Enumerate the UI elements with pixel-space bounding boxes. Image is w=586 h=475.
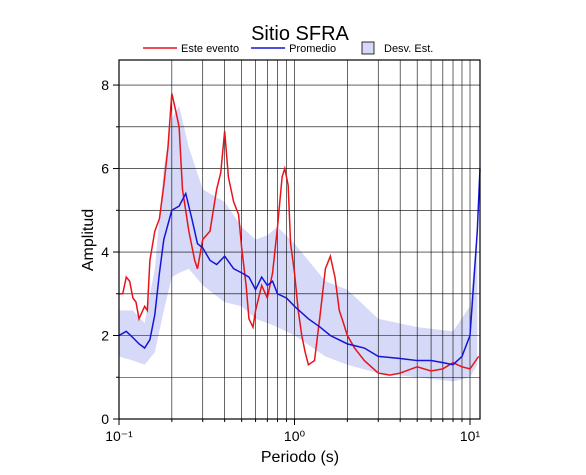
x-tick-label: 10¹ [460,428,481,444]
legend-label: Desv. Est. [384,43,433,55]
line-series [119,93,480,376]
chart-title: Sitio SFRA [251,23,349,45]
legend-label: Promedio [289,43,336,55]
y-tick-label: 8 [101,77,109,93]
line-series [118,168,481,366]
x-tick-label: 10⁻¹ [105,428,133,444]
x-tick-label: 10⁰ [284,428,306,444]
legend-swatch [361,41,375,55]
y-tick-label: 4 [101,244,109,260]
x-axis-label: Periodo (s) [261,449,339,466]
legend-label: Este evento [181,43,239,55]
y-tick-label: 6 [101,161,109,177]
plot-frame [118,59,481,420]
std-band [119,105,478,382]
y-tick-label: 2 [101,328,109,344]
y-tick-label: 0 [101,411,109,427]
y-axis-label: Amplitud [80,209,97,271]
